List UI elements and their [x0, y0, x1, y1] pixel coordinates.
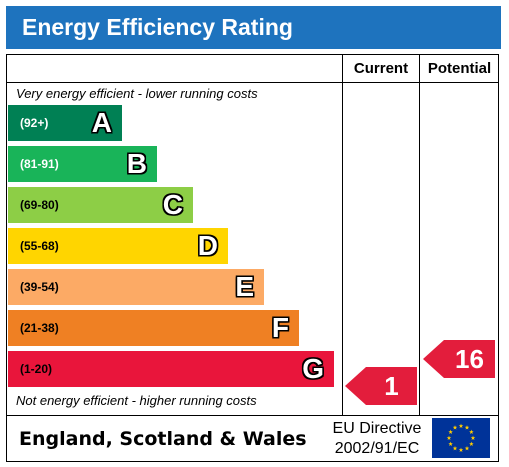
- flag-star: [470, 435, 476, 440]
- current-rating-value: 1: [384, 371, 399, 401]
- band-letter: G: [302, 353, 324, 384]
- band-range: (69-80): [20, 198, 59, 212]
- flag-star: [464, 425, 470, 430]
- eu-flag-icon: [432, 418, 490, 458]
- band-e: (39-54) E: [8, 269, 264, 305]
- band-range: (21-38): [20, 321, 59, 335]
- bottom-note: Not energy efficient - higher running co…: [16, 393, 257, 408]
- flag-star: [446, 435, 452, 440]
- column-potential-header: Potential: [427, 60, 492, 77]
- title-bar: Energy Efficiency Rating: [6, 6, 501, 49]
- band-range: (92+): [20, 116, 49, 130]
- page-title: Energy Efficiency Rating: [22, 14, 293, 40]
- divider-current: [342, 54, 343, 416]
- band-letter: B: [126, 148, 147, 179]
- divider-potential: [419, 54, 420, 416]
- flag-star: [448, 429, 453, 434]
- band-f: (21-38) F: [8, 310, 299, 346]
- eu-directive-line2: 2002/91/EC: [334, 440, 420, 457]
- header-divider: [6, 82, 499, 83]
- flag-star: [458, 447, 464, 452]
- top-note: Very energy efficient - lower running co…: [16, 86, 258, 101]
- flag-star: [452, 445, 458, 451]
- band-range: (1-20): [20, 362, 53, 376]
- potential-rating-value: 16: [455, 344, 484, 374]
- flag-star: [464, 445, 470, 451]
- band-letter: E: [235, 271, 254, 302]
- band-b: (81-91) B: [8, 146, 157, 182]
- flag-star: [469, 441, 474, 446]
- band-g: (1-20) G: [8, 351, 334, 387]
- band-range: (39-54): [20, 280, 59, 294]
- flag-star: [458, 423, 464, 428]
- band-c: (69-80) C: [8, 187, 193, 223]
- band-range: (81-91): [20, 157, 59, 171]
- column-current-header: Current: [353, 60, 409, 77]
- flag-star: [448, 441, 453, 446]
- eu-directive-line1: EU Directive: [332, 420, 422, 437]
- band-letter: D: [197, 230, 218, 261]
- band-d: (55-68) D: [8, 228, 228, 264]
- band-letter: A: [91, 107, 112, 138]
- band-letter: C: [162, 189, 183, 220]
- flag-star: [469, 429, 474, 434]
- flag-star: [452, 425, 458, 430]
- footer-country: England, Scotland & Wales: [19, 428, 307, 450]
- band-letter: F: [271, 312, 289, 343]
- footer-divider: [6, 415, 499, 416]
- band-a: (92+) A: [8, 105, 122, 141]
- band-range: (55-68): [20, 239, 59, 253]
- chart-frame: [6, 54, 499, 462]
- eu-directive: EU Directive 2002/91/EC: [328, 419, 426, 459]
